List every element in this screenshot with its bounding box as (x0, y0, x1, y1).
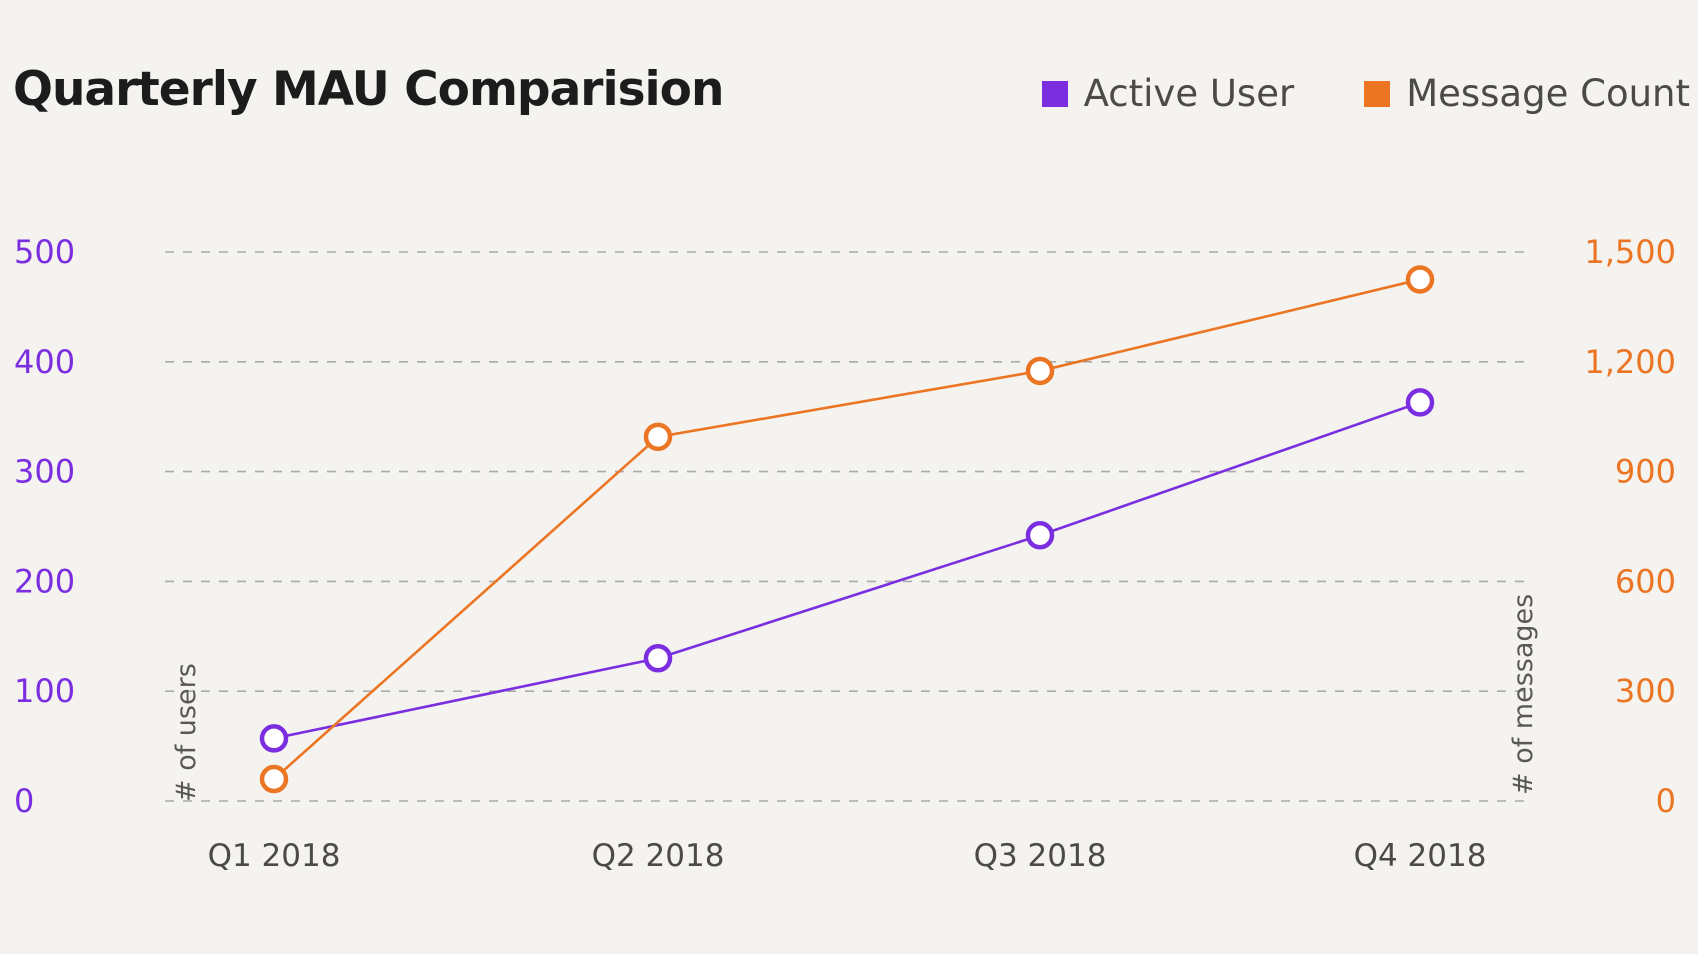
y-left-tick-label: 300 (14, 453, 75, 491)
legend-swatch-active-user (1041, 80, 1068, 107)
chart-legend: Active User Message Count (972, 72, 1690, 115)
series-line-message-count (273, 278, 1421, 781)
series-line-active-user (273, 401, 1421, 740)
data-point-active-user (643, 644, 673, 673)
data-point-active-user (259, 724, 289, 753)
y-right-tick-label: 600 (1615, 562, 1676, 600)
data-point-active-user (1025, 521, 1055, 550)
y-right-tick-label: 1,500 (1584, 233, 1676, 271)
chart-title: Quarterly MAU Comparision (13, 62, 724, 117)
legend-item-active-user: Active User (1041, 72, 1295, 115)
x-tick-label: Q4 2018 (1354, 838, 1487, 874)
legend-label-active-user: Active User (1083, 72, 1295, 115)
data-point-message-count (1405, 265, 1435, 294)
data-point-message-count (1025, 356, 1055, 386)
y-left-tick-label: 500 (14, 233, 75, 271)
y-left-tick-label: 400 (14, 343, 75, 381)
y-left-tick-label: 0 (14, 782, 34, 820)
data-point-active-user (1405, 388, 1435, 417)
y-right-tick-label: 1,200 (1584, 343, 1676, 381)
x-tick-label: Q1 2018 (208, 838, 341, 874)
y-right-tick-label: 900 (1615, 453, 1676, 491)
x-tick-label: Q3 2018 (974, 838, 1107, 874)
y-right-tick-label: 0 (1656, 782, 1676, 820)
y-right-tick-label: 300 (1615, 672, 1676, 710)
y-left-axis-title: # of users (171, 663, 202, 802)
legend-item-message-count: Message Count (1364, 72, 1690, 115)
legend-label-message-count: Message Count (1406, 72, 1690, 115)
y-left-tick-label: 100 (14, 672, 75, 710)
legend-swatch-message-count (1364, 80, 1391, 107)
y-left-tick-label: 200 (14, 562, 75, 600)
y-right-axis-title: # of messages (1508, 594, 1539, 795)
data-point-message-count (259, 764, 289, 794)
x-tick-label: Q2 2018 (592, 838, 725, 874)
data-point-message-count (643, 422, 673, 452)
